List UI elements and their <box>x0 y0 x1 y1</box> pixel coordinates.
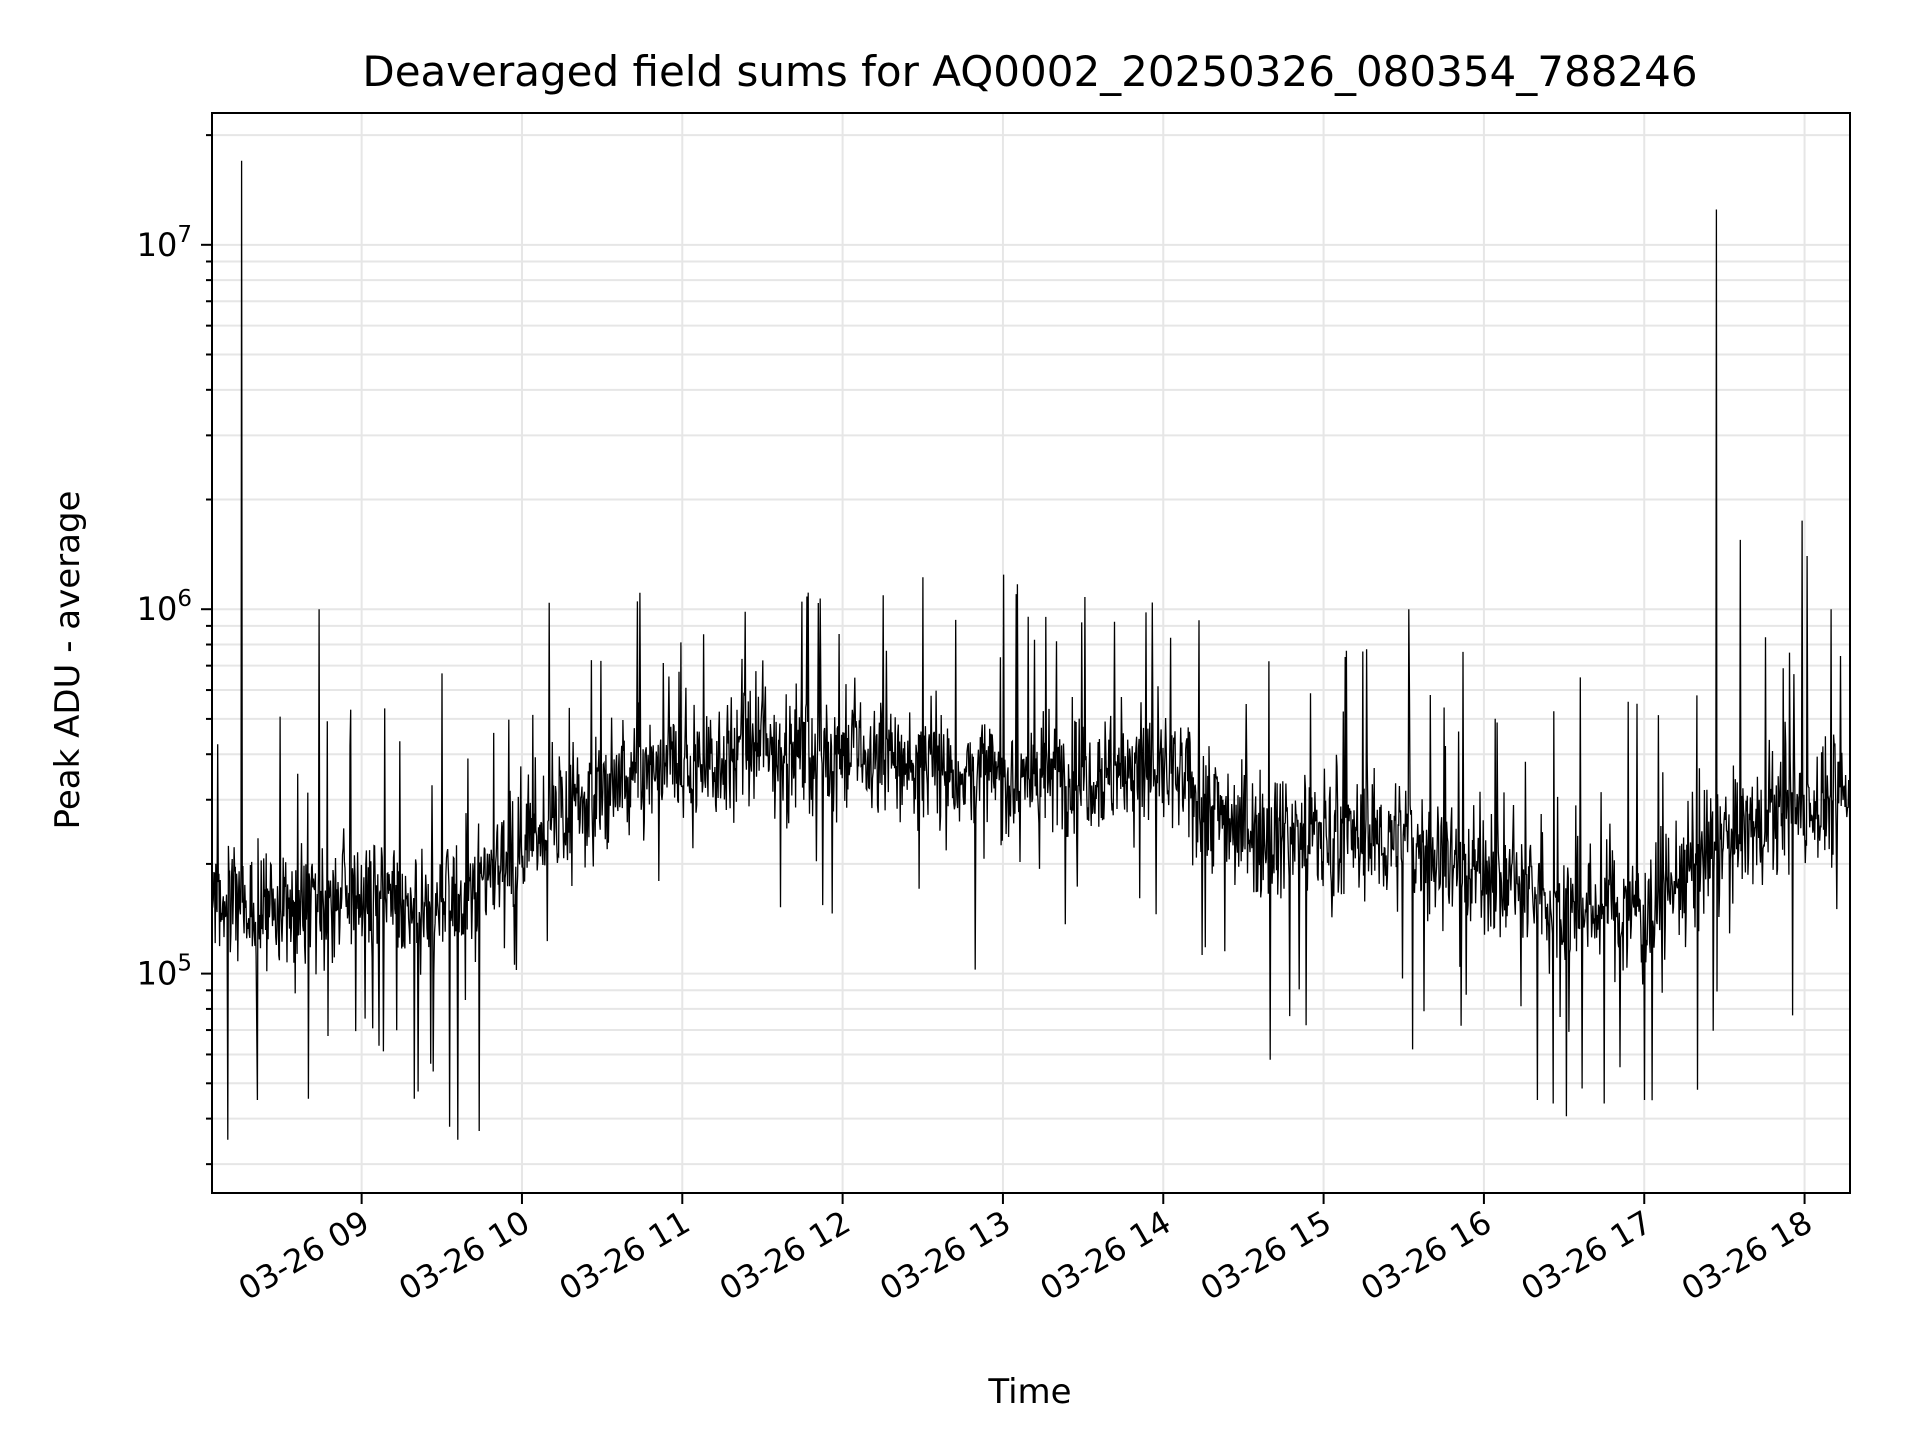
series-layer <box>211 160 1851 1140</box>
chart-title: Deaveraged field sums for AQ0002_2025032… <box>362 47 1697 96</box>
grid <box>212 113 1850 1193</box>
x-axis-label: Time <box>987 1372 1071 1412</box>
y-axis-label: Peak ADU - average <box>48 491 88 830</box>
series-line <box>211 160 1851 1140</box>
plot-frame <box>211 112 1851 1194</box>
